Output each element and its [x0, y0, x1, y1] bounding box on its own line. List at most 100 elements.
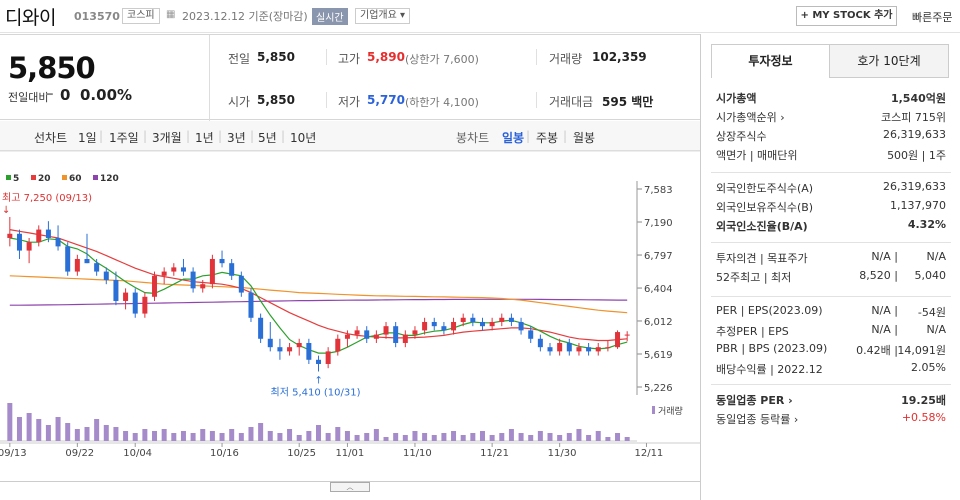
separator: | [281, 129, 286, 143]
open-value: 5,850 [257, 93, 295, 107]
candle-body [624, 334, 630, 336]
candle-body [460, 317, 466, 322]
candle-body [325, 351, 331, 364]
candle-body [123, 292, 129, 301]
candle-body [219, 258, 225, 264]
info-row: 액면가 | 매매단위 500원 | 1주 [716, 147, 946, 165]
divider [0, 481, 700, 482]
candle-body [402, 334, 408, 343]
candle-body [412, 330, 418, 335]
x-tick-label: 10/04 [123, 448, 152, 459]
separator: | [250, 129, 255, 143]
price-chart[interactable]: 7,583 7,190 6,797 6,404 6,012 5,619 5,226 5 20 60… [0, 150, 700, 481]
candle-body [36, 229, 42, 243]
volume-legend-swatch [652, 406, 655, 414]
info-value: 5,040 [914, 269, 947, 282]
x-tick-label: 11/21 [480, 448, 509, 459]
volume-bar [200, 429, 206, 441]
volume-bar [508, 429, 514, 441]
period-3m[interactable]: 3개월 [152, 131, 182, 145]
candle-body [258, 317, 264, 339]
candle-body [267, 338, 273, 348]
volume-bar [412, 431, 418, 441]
info-row: 추정PER | EPS N/A | N/A [716, 323, 946, 341]
period-3y[interactable]: 3년 [227, 131, 246, 145]
y-tick-label: 6,797 [644, 251, 673, 262]
candle-body [441, 326, 447, 331]
company-info-button[interactable]: 기업개요 ▾ [355, 8, 410, 24]
legend-label: 20 [38, 174, 51, 184]
volume-bar [65, 423, 71, 441]
tab-invest-info[interactable]: 투자정보 [711, 44, 830, 78]
volume-bar [402, 435, 408, 441]
tab-order-book[interactable]: 호가 10단계 [829, 44, 949, 78]
info-value: 500원 | 1주 [887, 149, 946, 162]
divider [536, 49, 537, 65]
volume-bar [624, 437, 630, 441]
candle-body [94, 263, 100, 272]
info-label: 상장주식수 [716, 130, 767, 143]
info-label: 시가총액 [716, 92, 757, 105]
volume-bar [422, 433, 428, 441]
info-value: 14,091원 [897, 344, 946, 357]
add-my-stock-button[interactable]: + MY STOCK 추가 [796, 6, 897, 26]
info-label: PER | EPS(2023.09) [716, 304, 823, 317]
price-summary: 5,850 전일대비 ━ 0 0.00% 전일 5,850 고가 5,890 (… [0, 34, 700, 121]
period-1d[interactable]: 1일 [78, 131, 97, 145]
x-tick-label: 10/16 [210, 448, 239, 459]
volume-bar [383, 437, 389, 441]
separator: | [563, 129, 568, 143]
volume-bar [296, 435, 302, 441]
volume-bar [441, 433, 447, 441]
candle-body [335, 338, 341, 352]
candle-body [595, 347, 601, 352]
quick-order-link[interactable]: 빠른주문 [912, 11, 953, 24]
candle-body [566, 342, 572, 352]
period-5y[interactable]: 5년 [258, 131, 277, 145]
x-tick-label: 09/13 [0, 448, 27, 459]
x-tick-label: 09/22 [65, 448, 94, 459]
legend-swatch [62, 175, 67, 180]
candle-daily[interactable]: 일봉 [502, 131, 525, 145]
info-label: 동일업종 등락률 › [716, 413, 799, 426]
candle-weekly[interactable]: 주봉 [536, 131, 559, 145]
candle-body [142, 296, 148, 314]
candle-monthly[interactable]: 월봉 [573, 131, 596, 145]
period-1w[interactable]: 1주일 [109, 131, 139, 145]
volume-bar [605, 437, 611, 441]
annotation-high: 최고 7,250 (09/13) [2, 192, 92, 204]
volume-bar [451, 431, 457, 441]
volume-bar [45, 425, 51, 441]
low-value: 5,770 [367, 93, 405, 107]
volume-bar [316, 425, 321, 441]
volume-bar [373, 429, 379, 441]
change-rate: 0.00% [80, 86, 133, 104]
amount-label: 거래대금 [549, 95, 594, 109]
realtime-badge[interactable]: 실시간 [312, 8, 348, 25]
period-10y[interactable]: 10년 [290, 131, 317, 145]
volume-label: 거래량 [549, 52, 583, 66]
volume-bar [267, 431, 273, 441]
candle-body [229, 263, 235, 276]
period-1y[interactable]: 1년 [195, 131, 214, 145]
prev-close-value: 5,850 [257, 50, 295, 64]
x-tick-label: 10/25 [287, 448, 316, 459]
y-tick-label: 5,619 [644, 350, 673, 361]
info-value: 26,319,633 [883, 180, 946, 193]
candle-body [605, 347, 611, 349]
info-label: 액면가 | 매매단위 [716, 149, 798, 162]
volume-bar [219, 433, 225, 441]
chart-svg[interactable]: 7,583 7,190 6,797 6,404 6,012 5,619 5,226 5 20 60… [0, 150, 700, 481]
volume-bar [26, 413, 32, 441]
volume-bar [354, 435, 360, 441]
candle-body [65, 246, 71, 272]
info-value: 19.25배 [901, 394, 946, 407]
legend-swatch [93, 175, 98, 180]
info-value: 코스피 715위 [881, 111, 946, 124]
amount-value: 595 백만 [602, 95, 654, 109]
info-row: 투자의견 | 목표주가 N/A | N/A [716, 250, 946, 268]
volume-bar [460, 435, 466, 441]
volume-bar [74, 429, 80, 441]
collapse-handle-icon[interactable]: ︿ [330, 482, 370, 492]
stock-name[interactable]: 디와이 [5, 7, 56, 29]
